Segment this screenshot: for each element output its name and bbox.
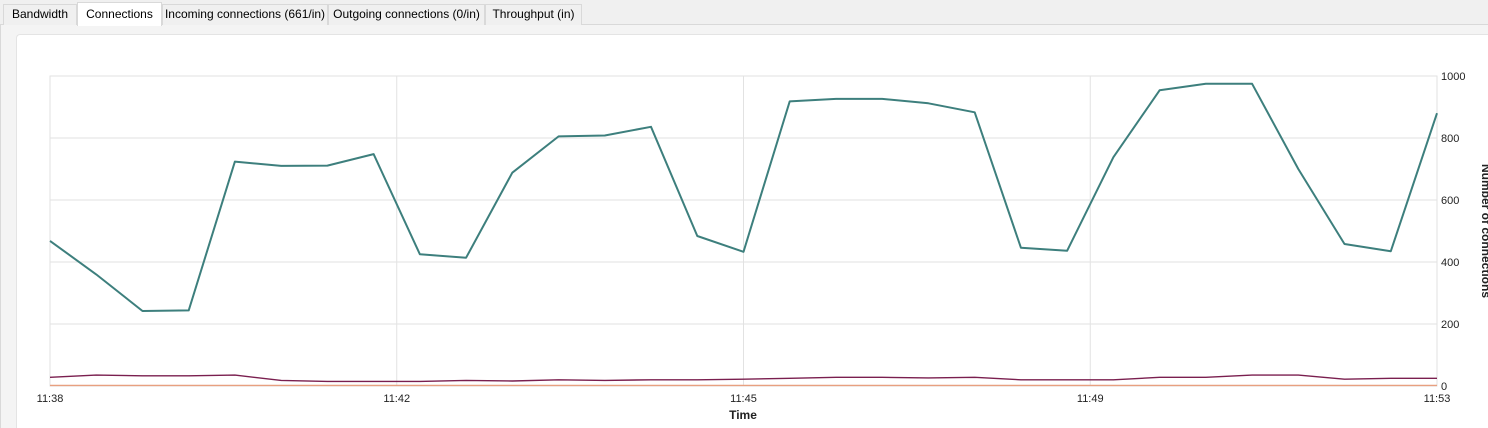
x-axis-ticks: 11:38 11:42 11:45 11:49 11:53 <box>37 393 1451 405</box>
x-tick-label: 11:42 <box>383 393 410 405</box>
chart-card <box>16 34 1488 428</box>
x-tick-label: 11:45 <box>730 393 757 405</box>
y-tick-label: 600 <box>1441 195 1459 207</box>
y-axis-ticks: 0 200 400 600 800 1000 <box>1441 71 1465 393</box>
y-tick-label: 0 <box>1441 381 1447 393</box>
tab-bar: Bandwidth Connections Incoming connectio… <box>0 0 1488 26</box>
x-tick-label: 11:38 <box>37 393 64 405</box>
chart-grid <box>49 75 1438 387</box>
y-tick-label: 1000 <box>1441 71 1465 83</box>
x-axis-title: Time <box>729 408 757 422</box>
y-tick-label: 200 <box>1441 319 1459 331</box>
y-tick-label: 800 <box>1441 133 1459 145</box>
series-line-2 <box>49 374 1437 383</box>
x-tick-label: 11:49 <box>1077 393 1104 405</box>
tab-throughput[interactable]: Throughput (in) <box>485 4 582 25</box>
y-tick-label: 400 <box>1441 257 1459 269</box>
tab-outgoing-connections[interactable]: Outgoing connections (0/in) <box>328 4 485 25</box>
y-axis-title: Number of connections <box>1479 164 1488 298</box>
series-line-1 <box>49 82 1438 312</box>
x-tick-label: 11:53 <box>1424 393 1451 405</box>
tab-bandwidth[interactable]: Bandwidth <box>3 4 77 25</box>
tab-connections[interactable]: Connections <box>77 2 162 26</box>
chart-series <box>49 82 1438 387</box>
tab-incoming-connections[interactable]: Incoming connections (661/in) <box>162 4 328 25</box>
